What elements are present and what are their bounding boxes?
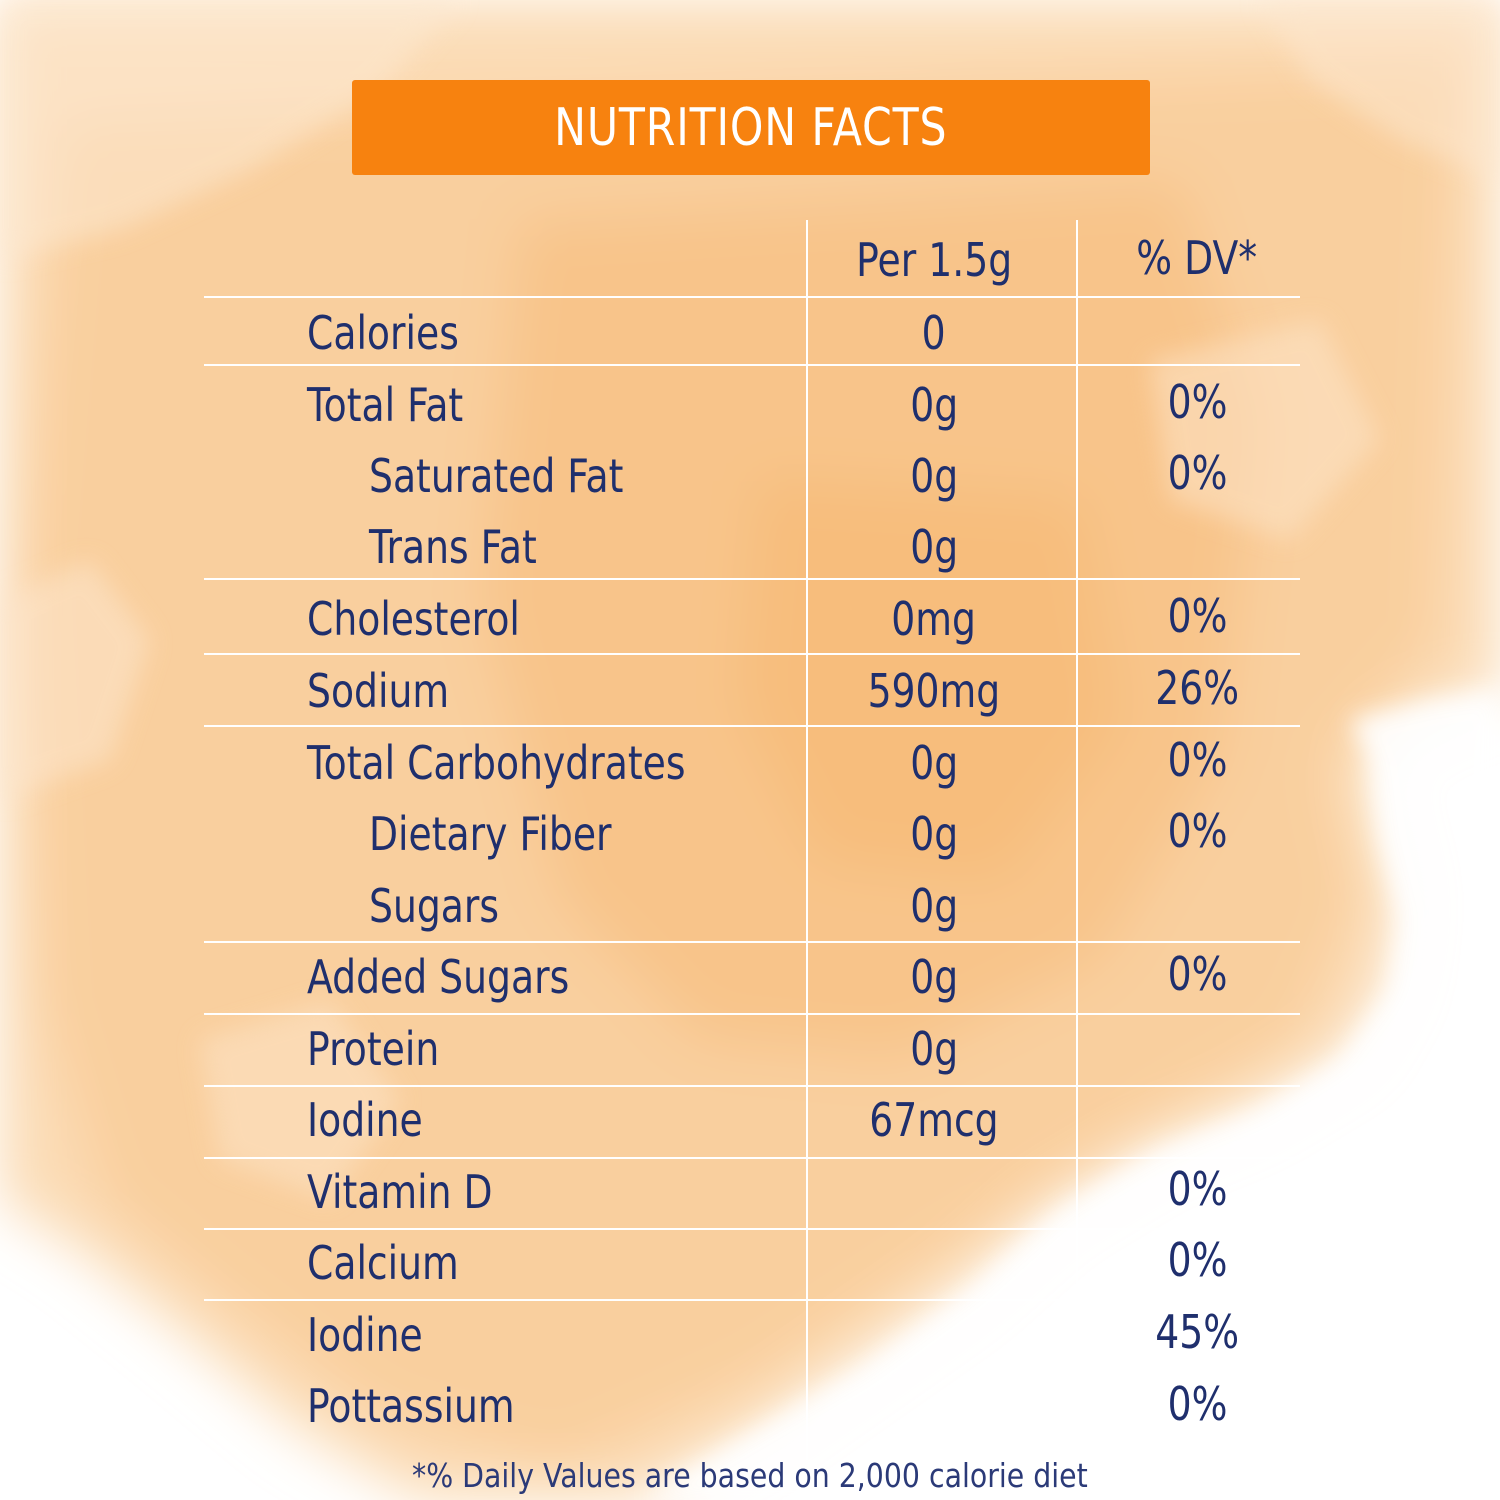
row-divider [204, 1299, 1300, 1301]
nutrient-label: Iodine [307, 1093, 423, 1147]
nutrient-daily-value [1047, 1013, 1347, 1085]
nutrient-amount [784, 1299, 1084, 1371]
nutrient-amount: 0g [910, 449, 958, 503]
nutrient-amount: 590mg [867, 664, 1001, 718]
nutrient-label: Protein [307, 1022, 440, 1076]
nutrient-label: Total Fat [307, 378, 464, 432]
row-divider [204, 653, 1300, 655]
column-divider-amount [806, 220, 808, 1460]
nutrient-daily-value [1047, 1084, 1347, 1156]
nutrient-daily-value: 0% [1167, 733, 1227, 787]
nutrient-amount [784, 1370, 1084, 1442]
nutrient-amount: 0 [921, 306, 947, 360]
row-divider [204, 296, 1300, 298]
nutrient-daily-value: 0% [1167, 1377, 1227, 1431]
nutrient-amount: 0mg [891, 592, 977, 646]
nutrient-daily-value: 0% [1167, 1162, 1227, 1216]
nutrient-amount [784, 1227, 1084, 1299]
nutrient-label: Cholesterol [307, 592, 520, 646]
nutrient-label: Calories [307, 306, 459, 360]
nutrient-daily-value: 0% [1167, 947, 1227, 1001]
row-divider [204, 1157, 1300, 1159]
nutrient-amount: 0g [910, 736, 958, 790]
row-divider [204, 578, 1300, 580]
row-divider [204, 364, 1300, 366]
nutrient-daily-value [1047, 511, 1347, 583]
nutrient-sublabel: Sugars [369, 879, 500, 933]
nutrient-daily-value: 26% [1155, 661, 1239, 715]
nutrient-amount: 0g [910, 807, 958, 861]
daily-value-footnote: *% Daily Values are based on 2,000 calor… [412, 1456, 1088, 1495]
row-divider [204, 941, 1300, 943]
nutrient-label: Added Sugars [307, 950, 570, 1004]
row-divider [204, 1228, 1300, 1230]
nutrient-daily-value [1047, 297, 1347, 369]
column-header-dv: % DV* [1136, 231, 1258, 285]
nutrient-sublabel: Dietary Fiber [369, 807, 612, 861]
nutrient-label: Sodium [307, 664, 450, 718]
nutrient-amount: 0g [910, 879, 958, 933]
nutrient-daily-value: 0% [1167, 1233, 1227, 1287]
row-divider [204, 1013, 1300, 1015]
nutrient-daily-value [1047, 870, 1347, 942]
nutrient-label: Calcium [307, 1236, 459, 1290]
nutrient-amount [784, 1156, 1084, 1228]
nutrient-amount: 0g [910, 520, 958, 574]
nutrient-label: Vitamin D [307, 1165, 493, 1219]
column-divider-dv [1076, 220, 1078, 1460]
nutrient-label: Total Carbohydrates [307, 736, 686, 790]
nutrient-daily-value: 0% [1167, 446, 1227, 500]
row-divider [204, 1085, 1300, 1087]
row-divider [204, 725, 1300, 727]
nutrient-sublabel: Trans Fat [369, 520, 537, 574]
nutrient-daily-value: 45% [1155, 1305, 1239, 1359]
nutrient-amount: 67mcg [869, 1093, 999, 1147]
nutrient-amount: 0g [910, 1022, 958, 1076]
nutrient-daily-value: 0% [1167, 804, 1227, 858]
nutrient-amount: 0g [910, 950, 958, 1004]
nutrient-amount: 0g [910, 378, 958, 432]
nutrient-daily-value: 0% [1167, 375, 1227, 429]
nutrient-label: Iodine [307, 1308, 423, 1362]
column-header-per: Per 1.5g [855, 233, 1013, 287]
nutrient-daily-value: 0% [1167, 589, 1227, 643]
nutrition-facts-title: NUTRITION FACTS [554, 97, 948, 158]
nutrient-sublabel: Saturated Fat [369, 449, 624, 503]
nutrition-facts-banner: NUTRITION FACTS [352, 80, 1150, 175]
nutrient-label: Pottassium [307, 1379, 515, 1433]
